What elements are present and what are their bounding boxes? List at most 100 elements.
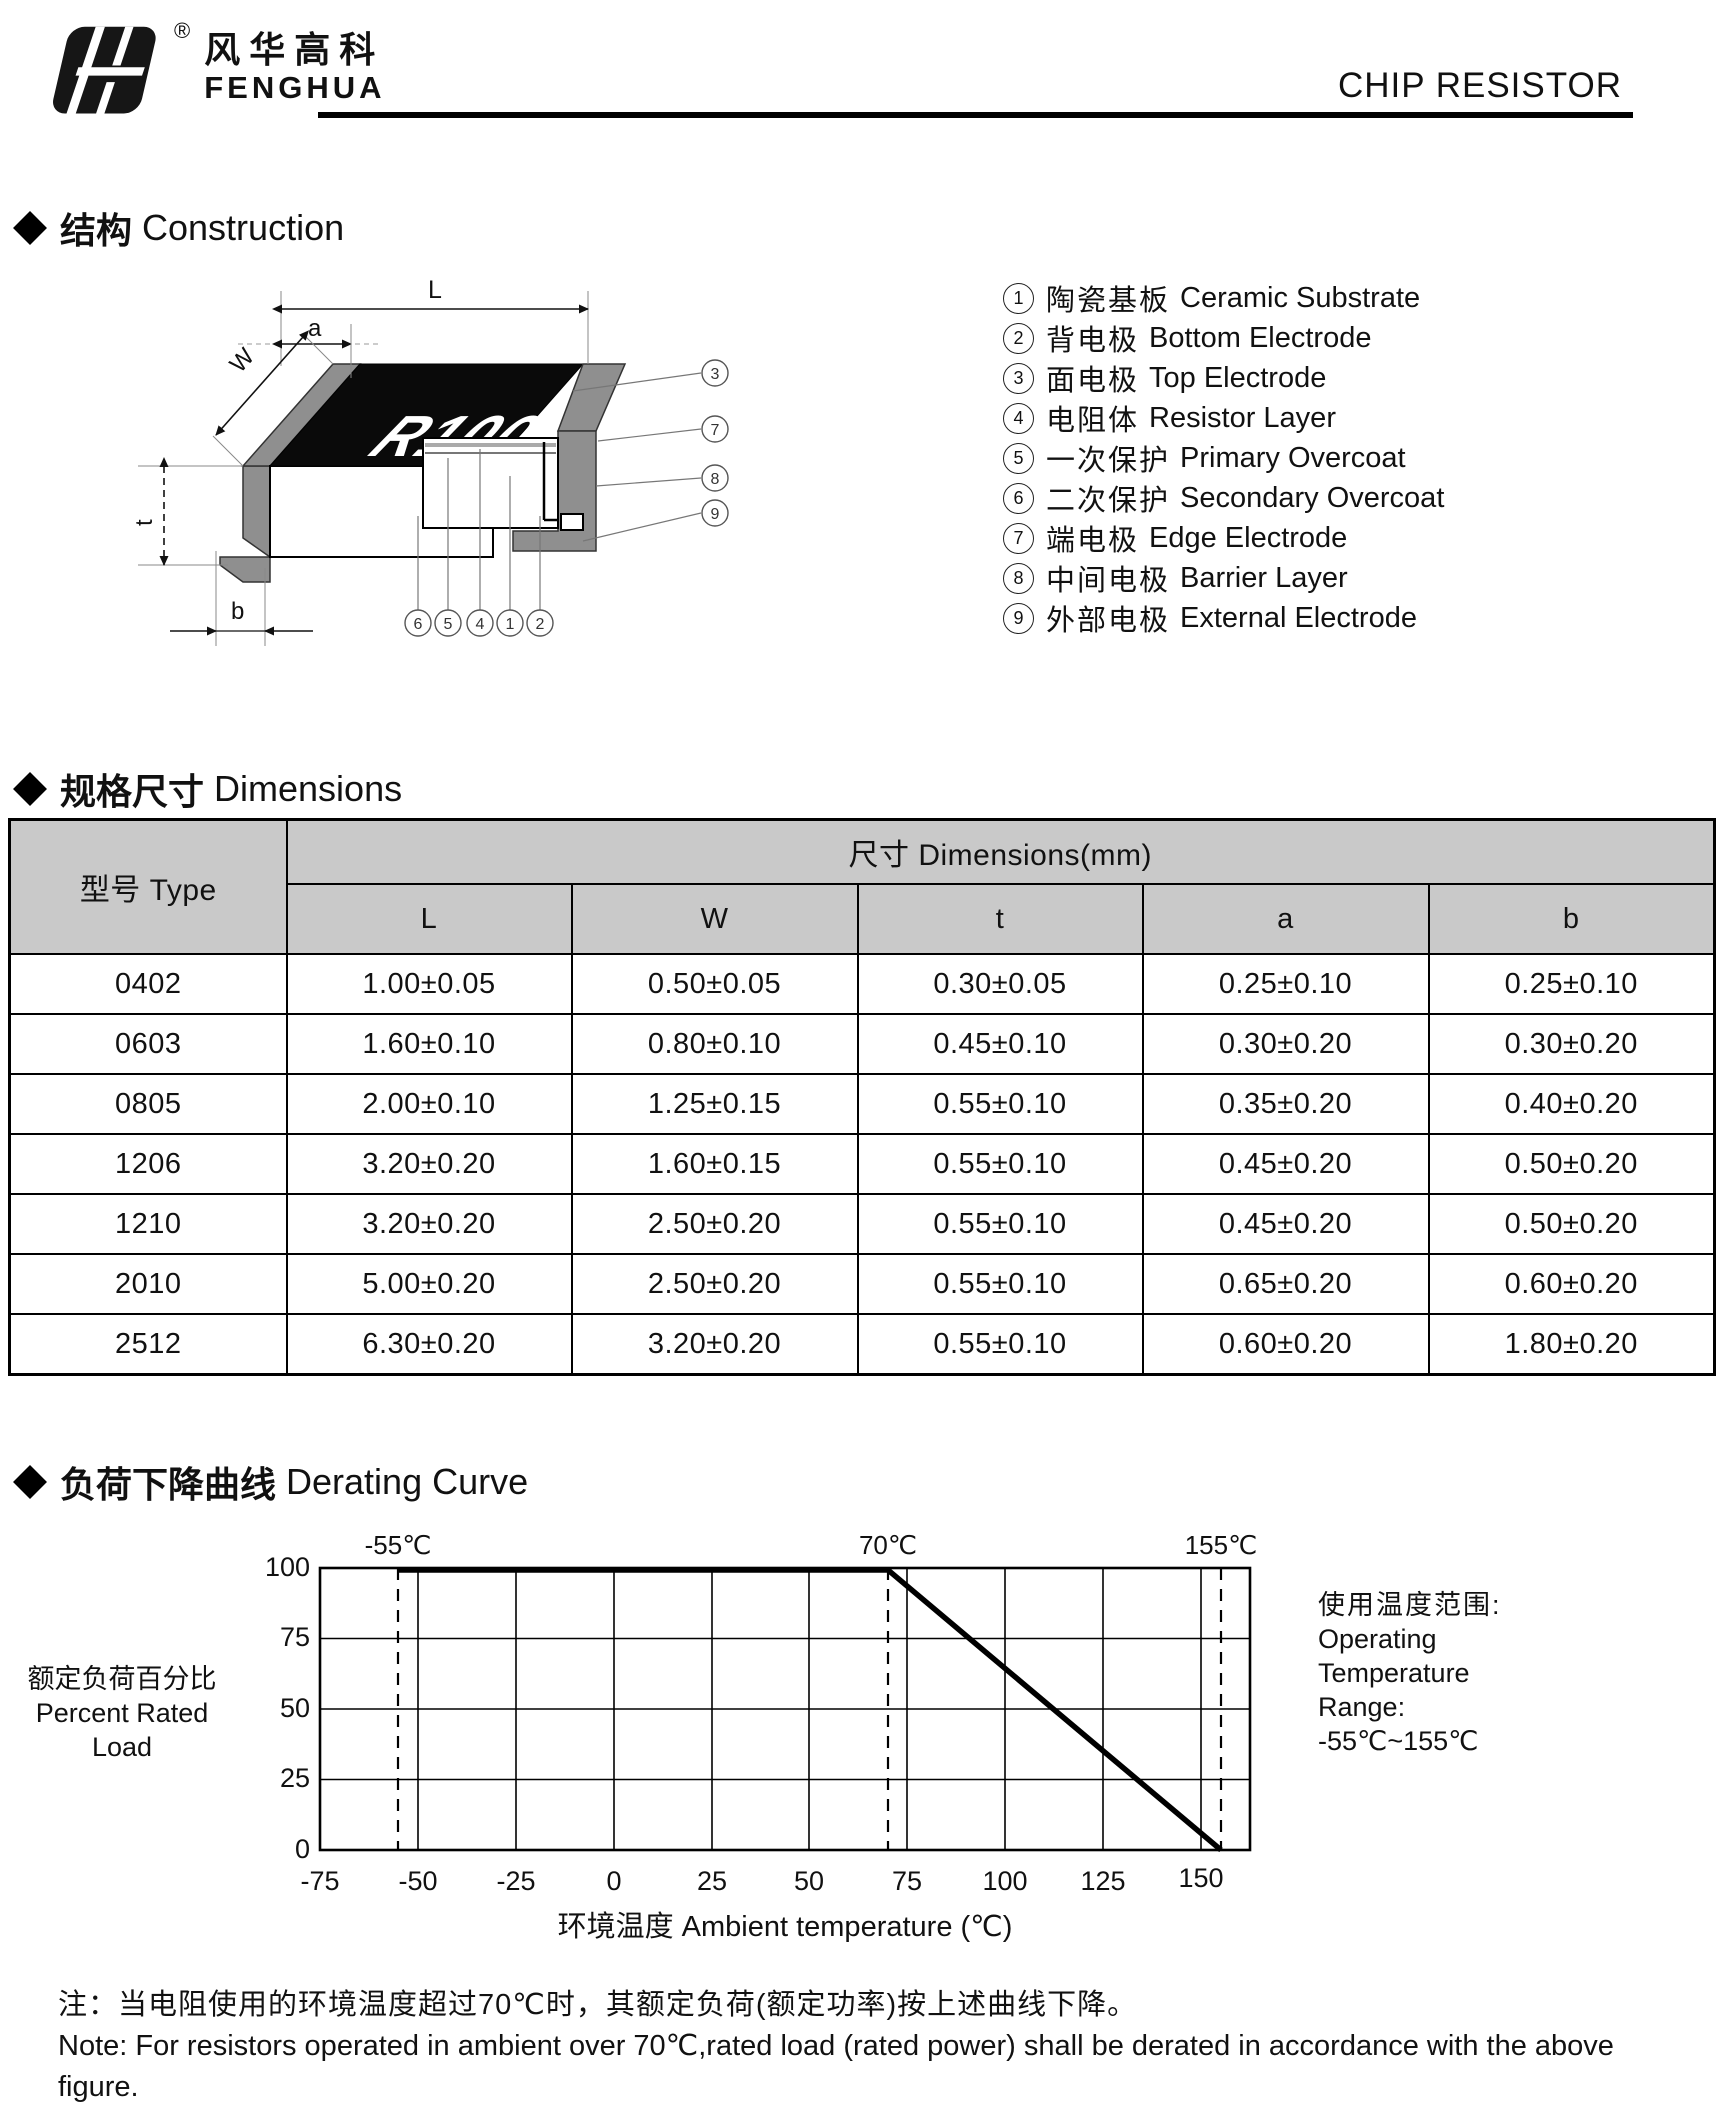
operating-range-note: 使用温度范围: Operating Temperature Range: -55…	[1318, 1588, 1502, 1758]
circled-number: 3	[1003, 362, 1034, 394]
dimension-value-cell: 0.45±0.20	[1141, 1193, 1430, 1255]
circled-number: 2	[536, 616, 545, 633]
circled-number: 4	[476, 616, 485, 633]
section-title-construction: 结构 Construction	[12, 202, 344, 254]
col-header-t: t	[856, 883, 1144, 955]
x-tick: -50	[398, 1866, 437, 1896]
legend-label-en: Primary Overcoat	[1180, 441, 1406, 474]
dimension-value-cell: 0.45±0.20	[1141, 1133, 1430, 1195]
x-tick: 0	[606, 1866, 621, 1896]
dimension-value-cell: 0.30±0.20	[1141, 1013, 1430, 1075]
section-title-derating: 负荷下降曲线 Derating Curve	[12, 1456, 528, 1508]
callouts-bottom: 6 5 4 1 2	[404, 609, 554, 637]
range-note-line: -55℃~155℃	[1318, 1726, 1479, 1756]
legend-label-zh: 端电极	[1046, 525, 1140, 557]
x-axis-label: 环境温度 Ambient temperature (℃)	[558, 1910, 1013, 1943]
legend-label-en: Resistor Layer	[1149, 401, 1336, 434]
dimensions-table-body: 0402 1.00±0.05 0.50±0.05 0.30±0.05 0.25±0.10…	[8, 953, 1716, 1376]
callout-leaders-right	[572, 372, 702, 542]
y-tick: 25	[280, 1763, 310, 1793]
dimension-value-cell: 0.55±0.10	[856, 1193, 1144, 1255]
section-title-zh: 负荷下降曲线	[60, 1464, 277, 1505]
footnote-en: Note: For resistors operated in ambient …	[58, 2030, 1614, 2103]
type-cell: 0402	[8, 953, 288, 1015]
legend-label-zh: 中间电极	[1046, 565, 1171, 597]
legend-label-zh: 陶瓷基板	[1046, 285, 1171, 317]
dimension-value-cell: 1.25±0.15	[570, 1073, 859, 1135]
table-row: 1206 3.20±0.20 1.60±0.15 0.55±0.10 0.45±0.20…	[8, 1133, 1716, 1195]
type-cell: 0603	[8, 1013, 288, 1075]
x-tick: 25	[697, 1866, 727, 1896]
table-row: 2512 6.30±0.20 3.20±0.20 0.55±0.10 0.60±0.20…	[8, 1313, 1716, 1376]
dimension-value-cell: 3.20±0.20	[570, 1313, 859, 1376]
dimension-b	[170, 551, 313, 646]
dashed-markers	[396, 1568, 1223, 1850]
dimension-value-cell: 0.60±0.20	[1427, 1253, 1716, 1315]
brand-name-chinese: 风华高科	[204, 29, 385, 70]
legend-item: 7 端电极 Edge Electrode	[1003, 518, 1444, 558]
circled-number: 5	[444, 616, 453, 633]
page-title: CHIP RESISTOR	[1338, 66, 1622, 105]
footnote: 注：当电阻使用的环境温度超过70℃时，其额定负荷(额定功率)按上述曲线下降。 N…	[58, 1985, 1658, 2108]
dimension-value-cell: 0.30±0.20	[1427, 1013, 1716, 1075]
table-row: 0603 1.60±0.10 0.80±0.10 0.45±0.10 0.30±0.20…	[8, 1013, 1716, 1075]
section-title-zh: 规格尺寸	[60, 771, 205, 812]
callouts-right: 3 7 8 9	[701, 359, 729, 527]
dimension-value-cell: 1.80±0.20	[1427, 1313, 1716, 1376]
type-cell: 1206	[8, 1133, 288, 1195]
legend-item: 2 背电极 Bottom Electrode	[1003, 318, 1444, 358]
diamond-bullet-icon	[13, 211, 47, 245]
x-tick: 125	[1080, 1866, 1125, 1896]
dimension-value-cell: 0.30±0.05	[856, 953, 1144, 1015]
type-cell: 0805	[8, 1073, 288, 1135]
dimension-value-cell: 0.45±0.10	[856, 1013, 1144, 1075]
table-row: 0805 2.00±0.10 1.25±0.15 0.55±0.10 0.35±0.20…	[8, 1073, 1716, 1135]
table-row: 0402 1.00±0.05 0.50±0.05 0.30±0.05 0.25±0.10…	[8, 953, 1716, 1015]
y-tick: 0	[295, 1834, 310, 1864]
circled-number: 8	[1003, 562, 1034, 594]
chart-grid	[320, 1568, 1250, 1850]
legend-label-zh: 二次保护	[1046, 485, 1171, 517]
dimension-value-cell: 0.55±0.10	[856, 1253, 1144, 1315]
callout-leaders-bottom	[417, 449, 541, 610]
dimension-value-cell: 0.50±0.20	[1427, 1133, 1716, 1195]
diamond-bullet-icon	[13, 772, 47, 806]
table-row: 1210 3.20±0.20 2.50±0.20 0.55±0.10 0.45±0.20…	[8, 1193, 1716, 1255]
circled-number: 9	[1003, 602, 1034, 634]
dimension-value-cell: 3.20±0.20	[285, 1193, 573, 1255]
x-tick: 150	[1178, 1863, 1223, 1893]
section-title-en: Construction	[142, 207, 345, 248]
dimension-value-cell: 0.80±0.10	[570, 1013, 859, 1075]
circled-number: 1	[1003, 282, 1034, 314]
dimension-value-cell: 0.60±0.20	[1141, 1313, 1430, 1376]
legend-label-en: Secondary Overcoat	[1180, 481, 1445, 514]
circled-number: 2	[1003, 322, 1034, 354]
type-cell: 1210	[8, 1193, 288, 1255]
circled-number: 3	[711, 366, 720, 383]
circled-number: 6	[1003, 482, 1034, 514]
dimension-value-cell: 0.25±0.10	[1427, 953, 1716, 1015]
dimension-value-cell: 0.55±0.10	[856, 1133, 1144, 1195]
section-title-dimensions: 规格尺寸 Dimensions	[12, 763, 402, 815]
y-axis-label-zh: 额定负荷百分比	[27, 1664, 217, 1694]
company-logo: ® 风华高科 FENGHUA	[52, 18, 386, 120]
legend-label-zh: 面电极	[1046, 365, 1140, 397]
dimension-value-cell: 0.35±0.20	[1141, 1073, 1430, 1135]
dimension-value-cell: 2.00±0.10	[285, 1073, 573, 1135]
derating-chart: -55℃ 70℃ 155℃ 100 75 50 25 0 -75 -50 -25…	[265, 1530, 1257, 1943]
brand-name-latin: FENGHUA	[204, 70, 386, 105]
section-title-en: Dimensions	[214, 768, 403, 809]
marker-label-70: 70℃	[859, 1530, 917, 1560]
derating-curve-line	[398, 1567, 1223, 1853]
legend-item: 3 面电极 Top Electrode	[1003, 358, 1444, 398]
range-note-line: Operating	[1318, 1624, 1437, 1654]
construction-diagram: R100 L a W t	[131, 276, 729, 646]
legend-label-en: Bottom Electrode	[1149, 321, 1372, 354]
legend-item: 9 外部电极 External Electrode	[1003, 598, 1444, 638]
circled-number: 8	[711, 471, 720, 488]
circled-number: 7	[711, 422, 720, 439]
legend-label-en: Barrier Layer	[1180, 561, 1348, 594]
y-axis-label: 额定负荷百分比 Percent Rated Load	[12, 1662, 232, 1764]
dimension-value-cell: 0.55±0.10	[856, 1073, 1144, 1135]
diamond-bullet-icon	[13, 1465, 47, 1499]
